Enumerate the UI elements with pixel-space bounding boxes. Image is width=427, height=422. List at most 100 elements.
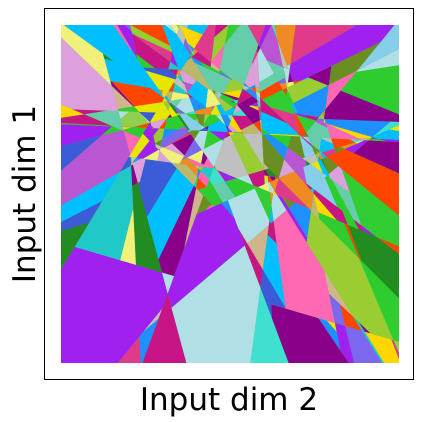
linear-region — [219, 69, 228, 76]
linear-region — [315, 153, 319, 161]
linear-region — [229, 114, 233, 116]
linear-region — [179, 113, 203, 131]
linear-region — [257, 99, 259, 102]
linear-region — [175, 113, 180, 116]
region-partition-plot — [61, 25, 399, 363]
linear-region — [364, 137, 373, 141]
linear-region — [313, 193, 337, 221]
linear-region — [260, 111, 300, 136]
linear-region — [191, 54, 199, 61]
linear-region — [249, 88, 257, 95]
linear-region — [213, 93, 227, 105]
linear-region — [159, 146, 163, 150]
linear-region — [262, 134, 288, 160]
linear-region — [235, 102, 238, 105]
linear-region — [170, 52, 179, 68]
linear-region — [220, 118, 226, 126]
linear-region — [149, 122, 151, 123]
linear-region — [228, 124, 240, 133]
linear-region — [251, 87, 256, 91]
linear-region — [176, 73, 179, 77]
linear-region — [151, 125, 154, 129]
linear-region — [323, 118, 326, 124]
linear-region — [242, 88, 245, 90]
linear-region — [303, 132, 308, 137]
linear-region — [231, 113, 234, 116]
linear-region — [376, 236, 399, 254]
linear-region — [218, 71, 234, 81]
linear-region — [240, 123, 259, 135]
linear-region — [185, 113, 198, 121]
linear-region — [258, 106, 262, 117]
linear-region — [255, 90, 260, 93]
linear-region — [307, 135, 309, 137]
linear-region — [153, 128, 165, 144]
linear-region — [393, 340, 399, 353]
linear-region — [243, 82, 250, 89]
linear-region — [170, 91, 190, 101]
linear-region — [203, 126, 205, 129]
linear-region — [183, 81, 194, 93]
linear-region — [236, 174, 254, 186]
linear-region — [173, 76, 188, 93]
linear-region — [277, 195, 308, 243]
linear-region — [320, 158, 328, 172]
linear-region — [225, 107, 235, 116]
linear-region — [130, 157, 133, 165]
linear-region — [184, 188, 204, 249]
linear-region — [233, 100, 238, 104]
linear-region — [130, 133, 150, 158]
linear-region — [169, 102, 179, 114]
linear-region — [101, 126, 122, 136]
linear-region — [320, 152, 327, 159]
linear-region — [162, 132, 191, 148]
linear-region — [358, 322, 371, 334]
linear-region — [307, 136, 322, 151]
linear-region — [177, 68, 179, 70]
linear-region — [199, 60, 211, 70]
linear-region — [290, 25, 357, 64]
linear-region — [121, 129, 124, 131]
linear-region — [263, 169, 270, 176]
linear-region — [340, 142, 358, 150]
linear-region — [117, 336, 141, 363]
linear-region — [362, 140, 365, 141]
linear-region — [322, 156, 339, 175]
linear-region — [178, 113, 185, 115]
linear-region — [257, 182, 270, 193]
linear-region — [229, 116, 243, 133]
linear-region — [231, 78, 244, 86]
linear-region — [250, 88, 256, 91]
linear-region — [212, 181, 236, 203]
linear-region — [319, 150, 322, 154]
linear-region — [318, 153, 324, 160]
linear-region — [215, 169, 217, 172]
linear-region — [287, 71, 294, 83]
linear-region — [189, 97, 207, 112]
linear-region — [372, 129, 399, 140]
linear-region — [310, 143, 320, 154]
linear-region — [321, 137, 333, 144]
linear-region — [262, 89, 295, 115]
linear-region — [132, 33, 173, 62]
linear-region — [317, 212, 359, 259]
linear-region — [184, 139, 202, 158]
linear-region — [257, 101, 261, 108]
linear-region — [317, 159, 329, 176]
linear-region — [158, 185, 197, 276]
linear-region — [286, 88, 294, 105]
linear-region — [324, 90, 399, 122]
linear-region — [131, 162, 133, 166]
linear-region — [245, 88, 258, 100]
linear-region — [215, 114, 220, 117]
linear-region — [257, 48, 275, 83]
linear-region — [61, 124, 112, 147]
linear-region — [122, 126, 134, 128]
linear-region — [215, 167, 226, 182]
linear-region — [306, 183, 313, 190]
linear-region — [340, 65, 399, 115]
linear-region — [284, 65, 289, 70]
linear-region — [274, 176, 279, 180]
linear-region — [61, 37, 119, 112]
linear-region — [61, 135, 102, 171]
